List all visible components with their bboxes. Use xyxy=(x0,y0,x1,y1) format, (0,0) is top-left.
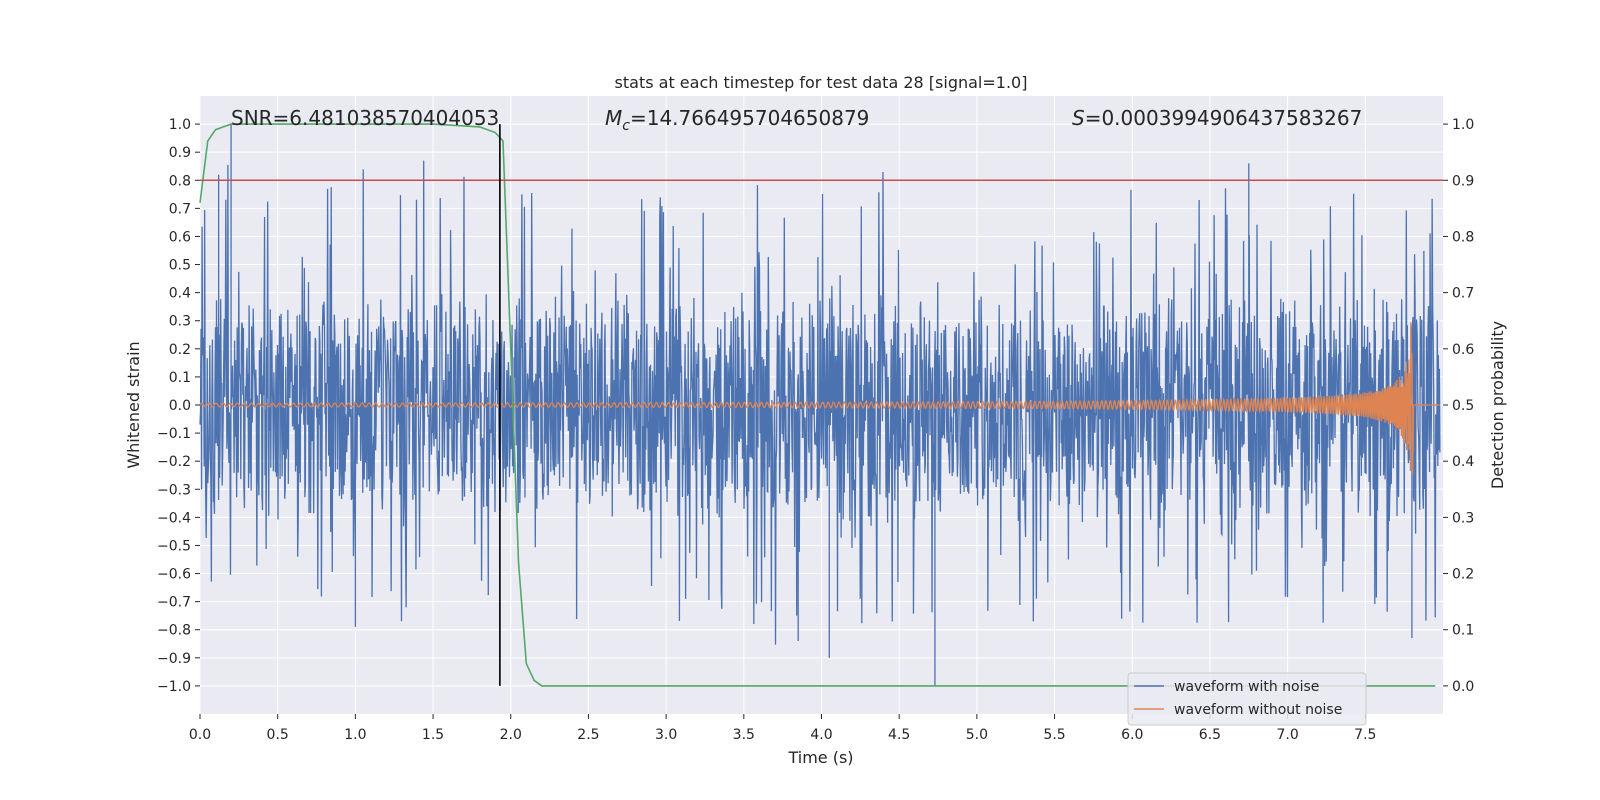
detection-probability-line xyxy=(199,123,1436,687)
y-right-tick-label: 0.4 xyxy=(1452,454,1474,470)
x-tick-label: 2.5 xyxy=(577,727,599,743)
y-left-tick-label: 0.1 xyxy=(169,370,191,386)
series-detection-probability xyxy=(199,123,1436,687)
x-tick-label: 4.5 xyxy=(888,727,910,743)
x-tick-label: 3.0 xyxy=(655,727,677,743)
waveform-without-noise-line xyxy=(199,322,1440,476)
s-annotation: S=0.0003994906437583267 xyxy=(1072,106,1362,130)
y-right-tick-label: 1.0 xyxy=(1452,117,1474,133)
x-tick-label: 2.0 xyxy=(500,727,522,743)
series-waveform-without-noise xyxy=(199,322,1440,476)
y-left-tick-label: 0.2 xyxy=(169,342,191,358)
legend: waveform with noise waveform without noi… xyxy=(1127,672,1367,726)
x-tick-label: 7.5 xyxy=(1354,727,1376,743)
x-tick-label: 5.0 xyxy=(966,727,988,743)
x-tick-label: 6.0 xyxy=(1121,727,1143,743)
mc-symbol: M xyxy=(605,106,622,130)
y-left-tick-label: 0.6 xyxy=(169,229,191,245)
y-left-tick-label: 0.9 xyxy=(169,145,191,161)
y-right-tick-label: 0.2 xyxy=(1452,567,1474,583)
x-tick-label: 7.0 xyxy=(1276,727,1298,743)
y-right-tick-label: 0.3 xyxy=(1452,510,1474,526)
x-axis-label: Time (s) xyxy=(787,748,853,767)
snr-annotation: SNR=6.481038570404053 xyxy=(231,106,499,130)
x-tick-label: 6.5 xyxy=(1199,727,1221,743)
y-left-tick-label: 0.7 xyxy=(169,201,191,217)
chart-title: stats at each timestep for test data 28 … xyxy=(615,73,1028,92)
y-left-tick-label: 0.0 xyxy=(169,398,191,414)
markers xyxy=(200,124,1443,686)
y-left-tick-label: −0.4 xyxy=(157,510,191,526)
x-tick-label: 4.0 xyxy=(810,727,832,743)
y-left-tick-label: 0.5 xyxy=(169,258,191,274)
y-left-tick-label: 0.3 xyxy=(169,314,191,330)
x-tick-label: 1.0 xyxy=(344,727,366,743)
y-axis-left-label: Whitened strain xyxy=(124,341,143,468)
x-axis-ticks: 0.0 0.5 1.0 1.5 2.0 2.5 3.0 3.5 4.0 4.5 5.0 5.5 6.0 6… xyxy=(189,714,1376,743)
y-left-tick-label: −0.2 xyxy=(157,454,191,470)
legend-box xyxy=(1127,672,1367,726)
y-left-tick-label: −0.8 xyxy=(157,623,191,639)
x-tick-label: 3.5 xyxy=(733,727,755,743)
y-right-tick-label: 0.9 xyxy=(1452,173,1474,189)
x-tick-label: 5.5 xyxy=(1043,727,1065,743)
y-left-tick-label: 1.0 xyxy=(169,117,191,133)
x-tick-label: 0.0 xyxy=(189,727,211,743)
x-tick-label: 0.5 xyxy=(267,727,289,743)
series-waveform-with-noise xyxy=(199,124,1441,686)
y-right-tick-label: 0.6 xyxy=(1452,342,1474,358)
y-left-tick-label: −0.7 xyxy=(157,595,191,611)
y-left-tick-label: −1.0 xyxy=(157,679,191,695)
mc-subscript: c xyxy=(622,118,630,134)
y-right-tick-label: 0.8 xyxy=(1452,229,1474,245)
y-right-tick-label: 0.5 xyxy=(1452,398,1474,414)
s-symbol: S xyxy=(1072,106,1085,130)
y-left-tick-label: −0.1 xyxy=(157,426,191,442)
legend-label-noise: waveform with noise xyxy=(1174,679,1319,695)
waveform-with-noise-line xyxy=(199,124,1441,686)
y-right-tick-label: 0.1 xyxy=(1452,623,1474,639)
y-axis-right-label: Detection probability xyxy=(1488,321,1507,489)
y-left-tick-label: −0.6 xyxy=(157,567,191,583)
x-tick-label: 1.5 xyxy=(422,727,444,743)
legend-label-clean: waveform without noise xyxy=(1174,702,1342,718)
mc-value: =14.766495704650879 xyxy=(630,106,869,130)
y-left-tick-label: −0.5 xyxy=(157,538,191,554)
mc-annotation: Mc=14.766495704650879 xyxy=(605,106,869,134)
y-left-tick-label: 0.8 xyxy=(169,173,191,189)
y-right-tick-label: 0.0 xyxy=(1452,679,1474,695)
s-value: =0.0003994906437583267 xyxy=(1085,106,1363,130)
y-left-tick-label: 0.4 xyxy=(169,286,191,302)
left-axis-ticks: 1.0 0.9 0.8 0.7 0.6 0.5 0.4 0.3 0.2 0.1 0.0 −0.1 −0.… xyxy=(157,117,200,695)
y-left-tick-label: −0.9 xyxy=(157,651,191,667)
y-left-tick-label: −0.3 xyxy=(157,482,191,498)
y-right-tick-label: 0.7 xyxy=(1452,286,1474,302)
right-axis-ticks: 1.0 0.9 0.8 0.7 0.6 0.5 0.4 0.3 0.2 0.1 0.0 xyxy=(1443,117,1474,695)
